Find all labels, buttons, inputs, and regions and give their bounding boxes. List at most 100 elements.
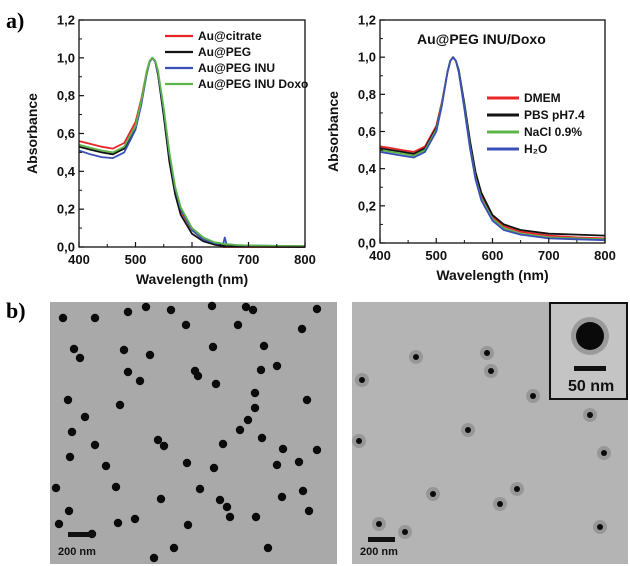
x-tick-label: 800 bbox=[294, 252, 316, 267]
y-tick-label: 1,2 bbox=[57, 13, 75, 28]
y-tick-label: 1,0 bbox=[57, 50, 75, 65]
x-tick-label: 600 bbox=[181, 252, 203, 267]
nanoparticle bbox=[250, 403, 260, 413]
legend-label: DMEM bbox=[524, 91, 561, 105]
nanoparticle bbox=[413, 354, 419, 360]
legend-label: Au@PEG INU bbox=[198, 61, 275, 75]
nanoparticle bbox=[514, 486, 520, 492]
nanoparticle bbox=[297, 324, 307, 334]
nanoparticle bbox=[251, 512, 261, 522]
nanoparticle bbox=[156, 494, 166, 504]
nanoparticle bbox=[169, 543, 179, 553]
x-tick-label: 500 bbox=[425, 248, 447, 263]
series-line-4 bbox=[78, 56, 306, 247]
nanoparticle bbox=[222, 502, 232, 512]
nanoparticle bbox=[75, 353, 85, 363]
coated-nanoparticle-dots bbox=[352, 346, 611, 539]
nanoparticle bbox=[277, 492, 287, 502]
y-tick-label: 0,0 bbox=[57, 240, 75, 255]
nanoparticle bbox=[64, 506, 74, 516]
nanoparticle bbox=[51, 483, 61, 493]
y-axis-label: Absorbance bbox=[24, 93, 40, 174]
nanoparticle bbox=[601, 450, 607, 456]
nanoparticle bbox=[209, 463, 219, 473]
nanoparticle bbox=[181, 320, 191, 330]
nanoparticle bbox=[149, 553, 159, 563]
y-tick-label: 1,2 bbox=[358, 13, 376, 28]
nanoparticle bbox=[166, 305, 176, 315]
nanoparticle bbox=[530, 393, 536, 399]
nanoparticle bbox=[302, 395, 312, 405]
nanoparticle bbox=[207, 301, 217, 311]
nanoparticle bbox=[250, 388, 260, 398]
nanoparticle bbox=[233, 320, 243, 330]
nanoparticle bbox=[101, 461, 111, 471]
nanoparticle bbox=[215, 495, 225, 505]
y-tick-label: 0,2 bbox=[57, 202, 75, 217]
nanoparticle bbox=[115, 400, 125, 410]
x-axis-label: Wavelength (nm) bbox=[436, 267, 548, 283]
nanoparticle bbox=[304, 506, 314, 516]
y-tick-label: 0,2 bbox=[358, 198, 376, 213]
x-tick-label: 800 bbox=[594, 248, 616, 263]
nanoparticle bbox=[90, 440, 100, 450]
nanoparticle bbox=[111, 482, 121, 492]
nanoparticle bbox=[484, 350, 490, 356]
series-line-4 bbox=[379, 56, 606, 242]
nanoparticle bbox=[211, 379, 221, 389]
nanoparticle bbox=[248, 305, 258, 315]
nanoparticle bbox=[587, 412, 593, 418]
nanoparticle bbox=[135, 376, 145, 386]
nanoparticle bbox=[257, 433, 267, 443]
nanoparticle bbox=[195, 484, 205, 494]
nanoparticle bbox=[153, 435, 163, 445]
nanoparticle bbox=[278, 444, 288, 454]
inset-nanoparticle bbox=[576, 322, 604, 350]
series-line-2 bbox=[379, 56, 606, 237]
tem-micrograph-left: 200 nm bbox=[50, 301, 337, 564]
y-tick-label: 0,6 bbox=[57, 126, 75, 141]
nanoparticle bbox=[312, 445, 322, 455]
nanoparticle bbox=[356, 438, 362, 444]
y-tick-label: 0,4 bbox=[57, 164, 76, 179]
nanoparticle bbox=[488, 368, 494, 374]
y-tick-label: 1,0 bbox=[358, 50, 376, 65]
nanoparticle bbox=[193, 371, 203, 381]
nanoparticle bbox=[69, 344, 79, 354]
nanoparticle bbox=[402, 529, 408, 535]
nanoparticle bbox=[130, 514, 140, 524]
plot-frame bbox=[78, 19, 306, 248]
nanoparticle bbox=[123, 367, 133, 377]
nanoparticle bbox=[141, 302, 151, 312]
nanoparticle bbox=[263, 543, 273, 553]
inset-scale-bar bbox=[574, 366, 606, 371]
y-tick-label: 0,0 bbox=[358, 236, 376, 251]
x-tick-label: 600 bbox=[482, 248, 504, 263]
legend-label: NaCl 0.9% bbox=[524, 125, 582, 139]
nanoparticle-dots bbox=[51, 301, 322, 563]
nanoparticle bbox=[54, 519, 64, 529]
legend-label: Au@PEG INU Doxo bbox=[198, 77, 308, 91]
nanoparticle bbox=[113, 518, 123, 528]
nanoparticle bbox=[497, 501, 503, 507]
nanoparticle bbox=[597, 524, 603, 530]
nanoparticle bbox=[272, 361, 282, 371]
nanoparticle bbox=[183, 520, 193, 530]
scale-bar-label: 200 nm bbox=[360, 546, 398, 558]
nanoparticle bbox=[294, 457, 304, 467]
nanoparticle bbox=[465, 427, 471, 433]
x-axis-label: Wavelength (nm) bbox=[136, 271, 248, 287]
nanoparticle bbox=[312, 304, 322, 314]
nanoparticle bbox=[298, 486, 308, 496]
nanoparticle bbox=[67, 427, 77, 437]
nanoparticle bbox=[58, 313, 68, 323]
panel-label-b: b) bbox=[6, 298, 26, 323]
nanoparticle bbox=[259, 341, 269, 351]
nanoparticle bbox=[235, 425, 245, 435]
nanoparticle bbox=[182, 458, 192, 468]
uv-vis-chart-left: 400 500 600 700 800 0,0 0,2 0,4 0,6 0,8 1,0 1,2 Wave… bbox=[24, 13, 316, 288]
nanoparticle bbox=[243, 415, 253, 425]
nanoparticle bbox=[272, 460, 282, 470]
nanoparticle bbox=[123, 307, 133, 317]
legend-label: Au@citrate bbox=[198, 29, 262, 43]
